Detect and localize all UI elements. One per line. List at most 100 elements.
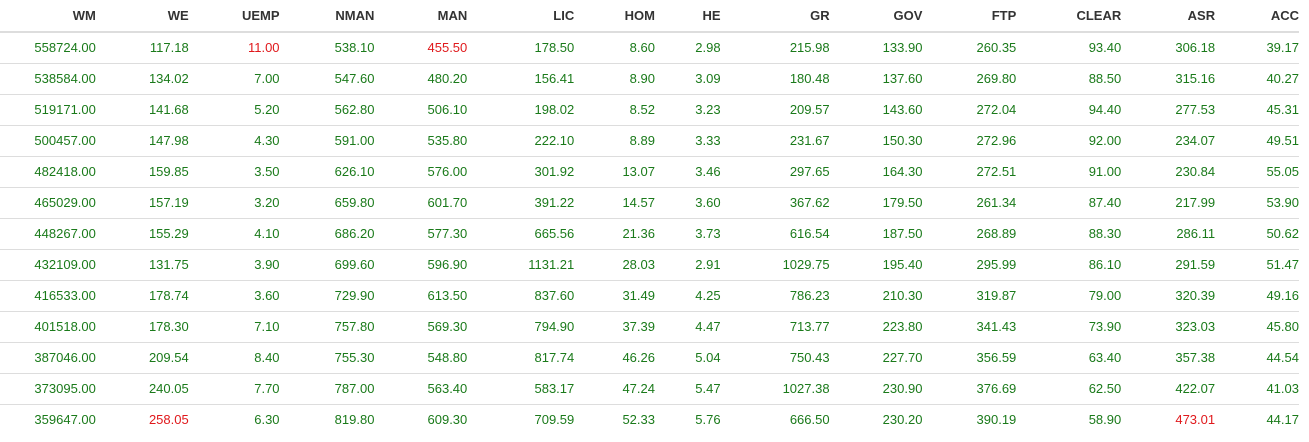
cell-asr: 473.01 xyxy=(1175,412,1216,428)
cell-gr: 1029.75 xyxy=(782,257,830,272)
cell-gr: 616.54 xyxy=(789,226,830,241)
table-row[interactable]: 448267.00 155.29 4.10 686.20 577.30 665.56 21.… xyxy=(0,218,1299,249)
cell-ftp: 356.59 xyxy=(976,350,1017,365)
column-header-wm[interactable]: WM xyxy=(72,8,96,23)
cell-uemp: 4.10 xyxy=(254,226,280,241)
cell-ftp: 376.69 xyxy=(976,381,1017,396)
cell-man: 569.30 xyxy=(427,319,468,334)
cell-clear: 93.40 xyxy=(1088,40,1122,56)
cell-we: 209.54 xyxy=(148,350,189,365)
cell-ftp: 269.80 xyxy=(976,71,1017,86)
cell-nman: 626.10 xyxy=(334,164,375,179)
cell-lic: 178.50 xyxy=(534,40,575,56)
cell-we: 131.75 xyxy=(148,257,189,272)
cell-gov: 179.50 xyxy=(882,195,923,210)
column-header-ftp[interactable]: FTP xyxy=(991,8,1017,23)
cell-he: 2.91 xyxy=(695,257,721,272)
cell-clear: 58.90 xyxy=(1088,412,1122,428)
cell-gov: 223.80 xyxy=(882,319,923,334)
table-row[interactable]: 373095.00 240.05 7.70 787.00 563.40 583.17 47.… xyxy=(0,373,1299,404)
cell-man: 506.10 xyxy=(427,102,468,117)
cell-nman: 819.80 xyxy=(334,412,375,428)
header-row: WM WE UEMP NMAN MAN LIC HOM HE GR GOV FT… xyxy=(0,0,1299,32)
cell-man: 548.80 xyxy=(427,350,468,365)
cell-gr: 666.50 xyxy=(789,412,830,428)
cell-gr: 1027.38 xyxy=(782,381,830,396)
table-row[interactable]: 519171.00 141.68 5.20 562.80 506.10 198.02 8.5… xyxy=(0,94,1299,125)
cell-uemp: 8.40 xyxy=(254,350,280,365)
cell-we: 178.74 xyxy=(148,288,189,303)
column-header-we[interactable]: WE xyxy=(167,8,189,23)
cell-uemp: 5.20 xyxy=(254,102,280,117)
column-header-uemp[interactable]: UEMP xyxy=(241,8,280,23)
cell-acc: 44.54 xyxy=(1266,350,1299,365)
table-row[interactable]: 416533.00 178.74 3.60 729.90 613.50 837.60 31.… xyxy=(0,280,1299,311)
table-row[interactable]: 387046.00 209.54 8.40 755.30 548.80 817.74 46.… xyxy=(0,342,1299,373)
table-row[interactable]: 558724.00 117.18 11.00 538.10 455.50 178.50 8.… xyxy=(0,32,1299,63)
cell-wm: 448267.00 xyxy=(34,226,96,241)
cell-acc: 39.17 xyxy=(1266,40,1299,56)
cell-wm: 538584.00 xyxy=(34,71,96,86)
table-row[interactable]: 465029.00 157.19 3.20 659.80 601.70 391.22 14.… xyxy=(0,187,1299,218)
cell-clear: 88.30 xyxy=(1088,226,1122,241)
cell-man: 601.70 xyxy=(427,195,468,210)
cell-man: 609.30 xyxy=(427,412,468,428)
cell-hom: 21.36 xyxy=(622,226,655,241)
cell-nman: 562.80 xyxy=(334,102,375,117)
cell-uemp: 3.90 xyxy=(254,257,280,272)
table-row[interactable]: 538584.00 134.02 7.00 547.60 480.20 156.41 8.9… xyxy=(0,63,1299,94)
column-header-lic[interactable]: LIC xyxy=(553,8,575,23)
cell-uemp: 4.30 xyxy=(254,133,280,148)
cell-lic: 1131.21 xyxy=(528,257,575,272)
cell-asr: 306.18 xyxy=(1175,40,1216,56)
column-header-nman[interactable]: NMAN xyxy=(335,8,375,23)
column-header-gov[interactable]: GOV xyxy=(893,8,923,23)
cell-wm: 482418.00 xyxy=(34,164,96,179)
cell-clear: 94.40 xyxy=(1088,102,1122,117)
cell-gr: 215.98 xyxy=(789,40,830,56)
cell-he: 2.98 xyxy=(695,40,721,56)
cell-ftp: 272.96 xyxy=(976,133,1017,148)
column-header-asr[interactable]: ASR xyxy=(1187,8,1216,23)
cell-hom: 31.49 xyxy=(622,288,655,303)
cell-asr: 315.16 xyxy=(1175,71,1216,86)
cell-gov: 210.30 xyxy=(882,288,923,303)
cell-hom: 47.24 xyxy=(622,381,655,396)
column-header-gr[interactable]: GR xyxy=(810,8,830,23)
cell-nman: 547.60 xyxy=(334,71,375,86)
cell-man: 535.80 xyxy=(427,133,468,148)
cell-we: 178.30 xyxy=(148,319,189,334)
cell-he: 3.23 xyxy=(695,102,721,117)
column-header-hom[interactable]: HOM xyxy=(624,8,655,23)
table-row[interactable]: 482418.00 159.85 3.50 626.10 576.00 301.92 13.… xyxy=(0,156,1299,187)
cell-we: 159.85 xyxy=(148,164,189,179)
cell-asr: 422.07 xyxy=(1175,381,1216,396)
cell-acc: 40.27 xyxy=(1266,71,1299,86)
cell-wm: 387046.00 xyxy=(34,350,96,365)
cell-hom: 46.26 xyxy=(622,350,655,365)
cell-nman: 591.00 xyxy=(334,133,375,148)
cell-ftp: 268.89 xyxy=(976,226,1017,241)
cell-uemp: 3.20 xyxy=(254,195,280,210)
cell-asr: 291.59 xyxy=(1175,257,1216,272)
column-header-clear[interactable]: CLEAR xyxy=(1076,8,1122,23)
table-row[interactable]: 401518.00 178.30 7.10 757.80 569.30 794.90 37.… xyxy=(0,311,1299,342)
cell-he: 5.04 xyxy=(695,350,721,365)
column-header-he[interactable]: HE xyxy=(702,8,721,23)
column-header-man[interactable]: MAN xyxy=(437,8,468,23)
table-row[interactable]: 500457.00 147.98 4.30 591.00 535.80 222.10 8.8… xyxy=(0,125,1299,156)
cell-nman: 538.10 xyxy=(334,40,375,56)
table-body: 558724.00 117.18 11.00 538.10 455.50 178.50 8.… xyxy=(0,32,1299,435)
cell-lic: 665.56 xyxy=(534,226,575,241)
cell-acc: 49.51 xyxy=(1266,133,1299,148)
cell-ftp: 319.87 xyxy=(976,288,1017,303)
cell-uemp: 7.00 xyxy=(254,71,280,86)
table-row[interactable]: 432109.00 131.75 3.90 699.60 596.90 1131.21 28… xyxy=(0,249,1299,280)
column-header-acc[interactable]: ACC xyxy=(1270,8,1299,23)
cell-man: 480.20 xyxy=(427,71,468,86)
table-row[interactable]: 359647.00 258.05 6.30 819.80 609.30 709.59 52.… xyxy=(0,404,1299,435)
cell-uemp: 7.10 xyxy=(254,319,280,334)
cell-we: 134.02 xyxy=(148,71,189,86)
cell-gov: 133.90 xyxy=(882,40,923,56)
